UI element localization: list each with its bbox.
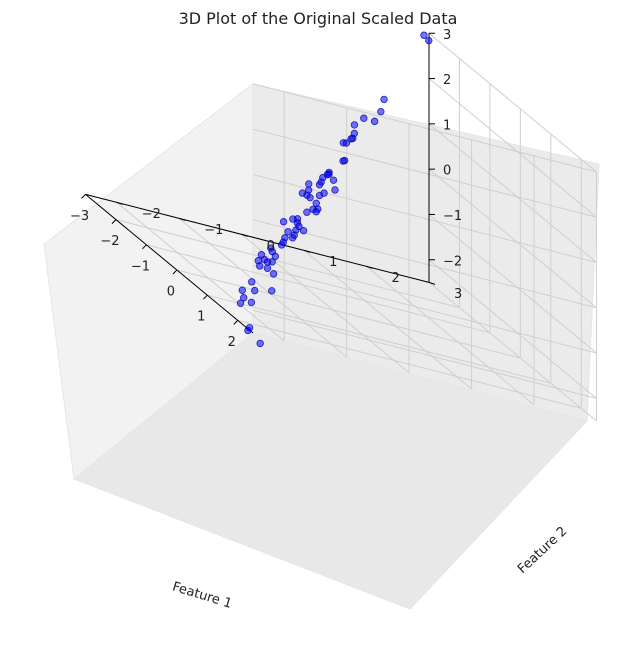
scatter-point [347,135,355,143]
grid-lines [85,32,597,422]
grid-line-y-floor [428,282,597,422]
scatter-point [236,299,245,307]
x-tick [233,320,239,325]
tick-marks [81,32,436,325]
x-axis-label: Feature 1 [170,579,233,611]
y-tick-label: 0 [267,239,275,254]
grid-line-z-wall [428,259,597,399]
grid-line-z-wall [428,168,597,309]
grid-line-z-wall2 [252,309,597,399]
scatter-point [303,208,311,216]
y-tick-label: −1 [204,223,223,238]
scatter-point [315,191,324,200]
grid-line-z-wall2 [252,128,597,218]
scatter-point [315,181,324,189]
z-tick-label: 2 [443,73,451,88]
scatter-point [279,218,288,226]
y-tick [303,249,311,253]
grid-line-y-floor [116,202,285,342]
scatter-point [339,157,347,165]
grid-line-x-floor [207,294,551,384]
y-tick [241,233,248,237]
scatter-point [420,31,428,39]
x-tick [172,269,178,275]
scatter-point [244,326,252,335]
tick-labels: −3 −2 −1 0 1 2 −2 −1 0 1 2 3 −2 −1 0 1 2 3 [70,28,462,350]
scatter-point [251,286,259,295]
x-tick [142,244,147,250]
y-tick-label: 2 [392,271,400,286]
scatter-point [268,287,276,295]
y-tick [179,217,186,221]
y-tick-label: 1 [329,255,337,270]
x-tick-label: 0 [167,285,175,300]
z-tick-label: −2 [443,254,462,269]
grid-line-y-floor [178,218,347,358]
scatter-points [236,31,433,348]
grid-line-z-wall [428,78,597,218]
y-tick [428,281,436,285]
grid-line-z-wall [428,214,597,354]
scatter-point [284,228,292,236]
y-tick-label: −2 [142,207,161,222]
y-tick [366,265,373,269]
scatter-point [256,262,264,270]
scatter-point [248,278,256,286]
grid-line-z-wall2 [252,83,597,173]
floor-pane [73,332,588,610]
scatter-point [350,121,359,129]
grid-line-y-floor [303,250,472,390]
grid-line-y-floor [366,266,535,406]
x-tick [111,219,117,224]
scatter-point [263,258,272,266]
y-tick [116,201,123,205]
scatter-point [425,36,433,45]
x-tick-label: −3 [70,209,89,224]
scatter-point [240,294,248,302]
scatter-point [269,270,278,278]
y-axis-label: Feature 2 [515,524,570,577]
grid-line-z-wall [428,32,597,173]
grid-line-x-floor [176,269,521,359]
scatter-point [312,208,320,216]
x-tick [81,194,86,199]
x-tick-label: −2 [100,234,119,249]
scatter-point [305,180,313,188]
scatter-point [238,286,246,294]
grid-line-z-wall2 [252,264,597,354]
x-axis-line [85,194,254,334]
scatter-point [277,241,286,249]
grid-line-x-floor [146,244,491,334]
x-tick-label: −1 [131,259,150,274]
scatter-point [271,252,280,261]
x-tick [202,294,208,300]
scatter-point [377,107,385,116]
scatter-point [263,264,272,272]
x-tick-label: 1 [197,310,205,325]
scatter-point [299,226,308,235]
chart-title: 3D Plot of the Original Scaled Data [179,9,458,28]
scatter-point [370,117,379,126]
grid-line-y-floor [241,234,410,374]
z-tick-label: 0 [443,164,451,179]
scatter-point [380,95,388,104]
grid-line-x-floor [115,219,460,309]
scatter-point [360,114,368,122]
z-tick-label: −1 [443,209,462,224]
scatter-point [342,139,351,147]
scatter-point [331,186,339,194]
x-tick-label: 2 [228,335,236,350]
scatter-point [306,193,314,202]
scatter-point [256,339,264,348]
scatter-point [247,298,256,307]
z-tick-label: 3 [443,28,451,43]
grid-line-z-wall2 [252,219,597,309]
y-tick-label: 3 [454,287,462,302]
scatter-point [288,234,297,242]
grid-line-z-wall [428,123,597,263]
scatter-point [329,176,338,184]
z-tick-label: 1 [443,118,451,133]
